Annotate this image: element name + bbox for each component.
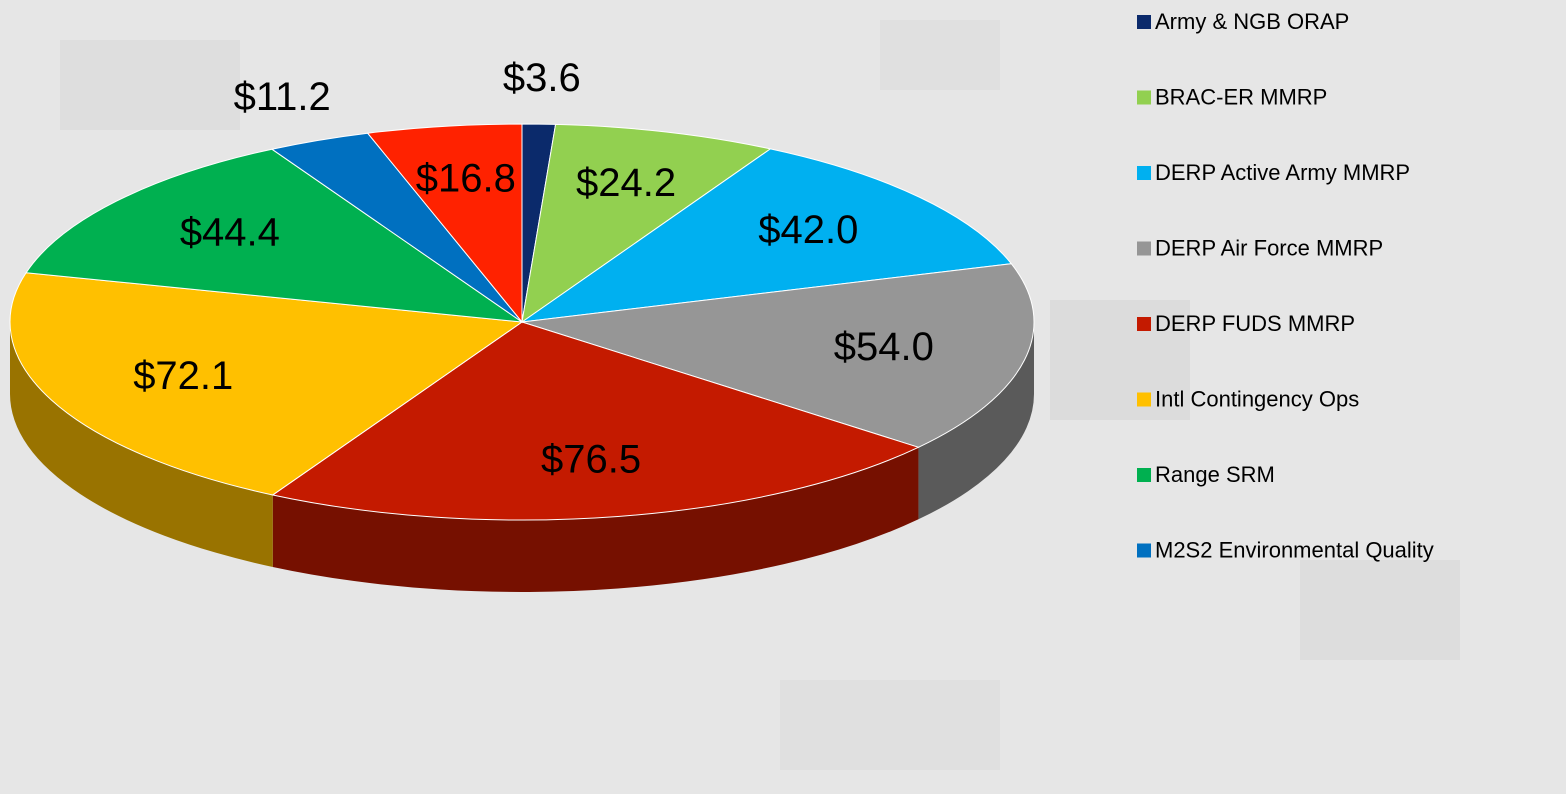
slice	[271, 321, 920, 521]
legend-label: Army & NGB ORAP	[1155, 9, 1349, 34]
slice-side	[10, 322, 273, 567]
value-label: $11.2	[234, 75, 331, 119]
legend-label: BRAC-ER MMRP	[1155, 84, 1327, 109]
slice	[25, 148, 524, 323]
legend-label: Intl Contingency Ops	[1155, 386, 1359, 411]
value-label: $76.5	[541, 438, 641, 482]
slice	[521, 148, 1013, 323]
legend-swatch	[1137, 241, 1151, 256]
slice-side	[272, 447, 919, 592]
value-label: $24.2	[576, 161, 676, 205]
slice	[9, 272, 524, 496]
legend-swatch	[1137, 166, 1151, 180]
value-label: $42.0	[758, 208, 858, 252]
legend-swatch	[1137, 317, 1151, 331]
value-label: $54.0	[834, 325, 934, 369]
legend-swatch	[1137, 15, 1151, 29]
legend-swatch	[1137, 543, 1151, 558]
value-label: $44.4	[180, 211, 280, 255]
legend-swatch	[1137, 468, 1151, 482]
value-label: $3.6	[503, 56, 581, 100]
legend-swatch	[1137, 90, 1151, 105]
slice	[366, 123, 523, 324]
legend-label: M2S2 Environmental Quality	[1155, 537, 1434, 562]
value-label: $72.1	[133, 354, 233, 398]
legend-label: DERP Active Army MMRP	[1155, 160, 1410, 185]
legend-label: DERP FUDS MMRP	[1155, 311, 1355, 336]
slice	[521, 123, 772, 324]
slice-side	[918, 322, 1034, 520]
value-label: $16.8	[416, 157, 516, 201]
legend-swatch	[1137, 392, 1151, 407]
legend-label: Range SRM	[1155, 462, 1275, 487]
slice	[521, 263, 1035, 448]
legend-label: DERP Air Force MMRP	[1155, 235, 1383, 260]
